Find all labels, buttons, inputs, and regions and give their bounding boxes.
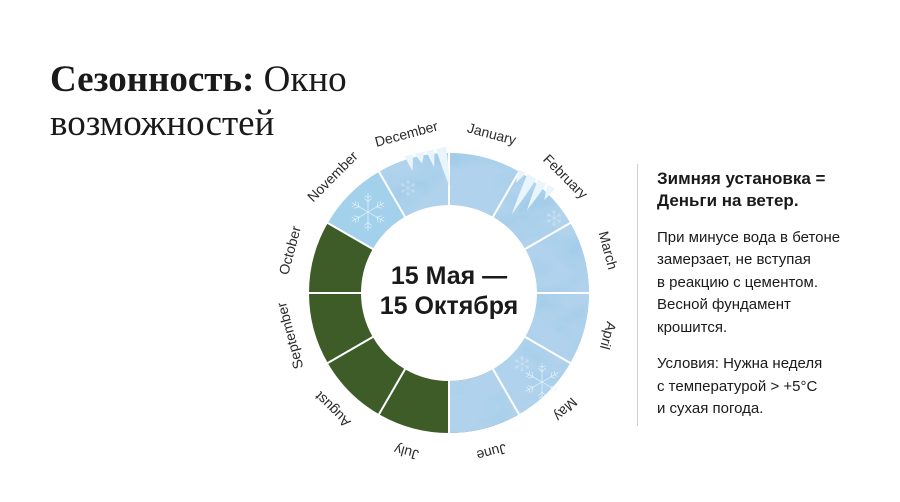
svg-text:September: September [273, 300, 306, 371]
svg-text:October: October [275, 224, 303, 277]
svg-text:15 Мая —: 15 Мая — [391, 262, 507, 290]
svg-text:May: May [551, 395, 581, 425]
svg-text:January: January [466, 119, 518, 147]
svg-text:August: August [311, 388, 353, 430]
svg-text:June: June [475, 441, 509, 464]
svg-text:15 Октября: 15 Октября [380, 292, 519, 320]
svg-text:March: March [596, 229, 622, 271]
svg-text:December: December [373, 118, 440, 150]
svg-text:July: July [392, 441, 420, 463]
svg-text:April: April [597, 320, 620, 351]
